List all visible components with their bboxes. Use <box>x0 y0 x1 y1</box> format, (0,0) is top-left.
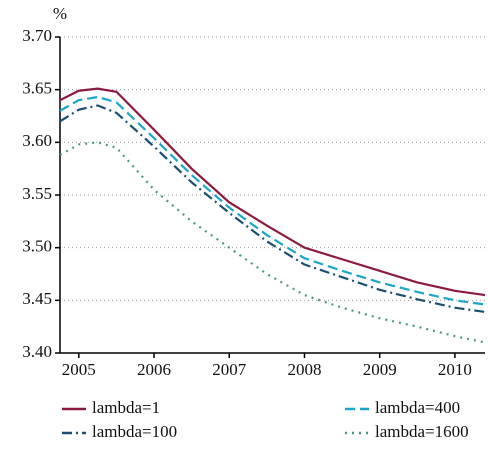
x-tick-label: 2007 <box>212 360 247 379</box>
y-tick-label: 3.55 <box>22 184 52 203</box>
x-tick-label: 2006 <box>137 360 171 379</box>
y-tick-label: 3.45 <box>22 289 52 308</box>
y-unit-label: % <box>53 4 67 23</box>
y-tick-label: 3.65 <box>22 79 52 98</box>
legend-label: lambda=400 <box>375 398 460 417</box>
legend-label: lambda=1 <box>92 398 160 417</box>
series-line <box>59 95 486 306</box>
x-tick-label: 2005 <box>62 360 96 379</box>
legend-label: lambda=100 <box>92 422 177 441</box>
x-tick-label: 2010 <box>438 360 472 379</box>
series-line <box>59 141 486 344</box>
series-line <box>59 87 486 297</box>
y-tick-label: 3.70 <box>22 26 52 45</box>
y-tick-label: 3.50 <box>22 237 52 256</box>
series-line <box>59 104 486 314</box>
y-tick-label: 3.60 <box>22 131 52 150</box>
legend-label: lambda=1600 <box>375 422 469 441</box>
y-tick-label: 3.40 <box>22 342 52 361</box>
x-tick-label: 2009 <box>363 360 397 379</box>
x-tick-label: 2008 <box>287 360 321 379</box>
